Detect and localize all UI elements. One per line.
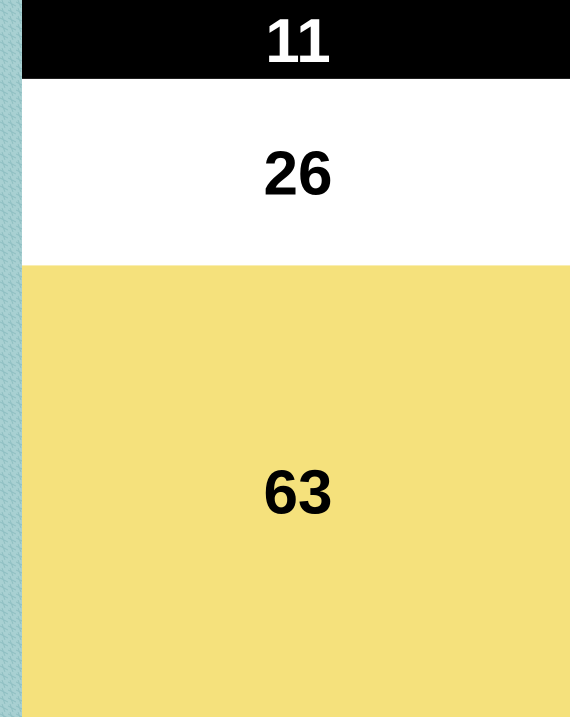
- background-strip: [0, 0, 22, 717]
- data-label: 11: [265, 7, 331, 76]
- bar-segment: [22, 78, 570, 266]
- data-label: 26: [264, 140, 333, 209]
- bar-segment: [22, 265, 570, 717]
- bar-segment: [22, 0, 570, 79]
- data-label: 63: [264, 459, 333, 528]
